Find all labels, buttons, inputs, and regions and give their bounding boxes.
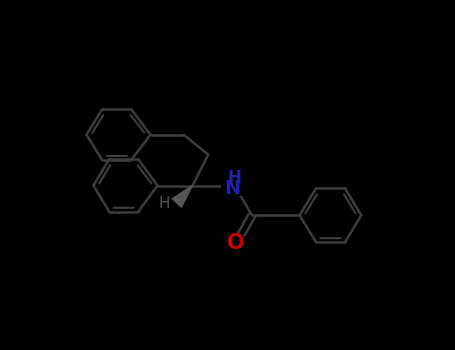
Text: O: O <box>228 233 245 253</box>
Polygon shape <box>172 186 192 207</box>
Text: N: N <box>225 180 241 198</box>
Text: H: H <box>159 196 170 210</box>
FancyBboxPatch shape <box>222 236 247 256</box>
Text: H: H <box>228 169 242 187</box>
FancyBboxPatch shape <box>222 175 248 196</box>
